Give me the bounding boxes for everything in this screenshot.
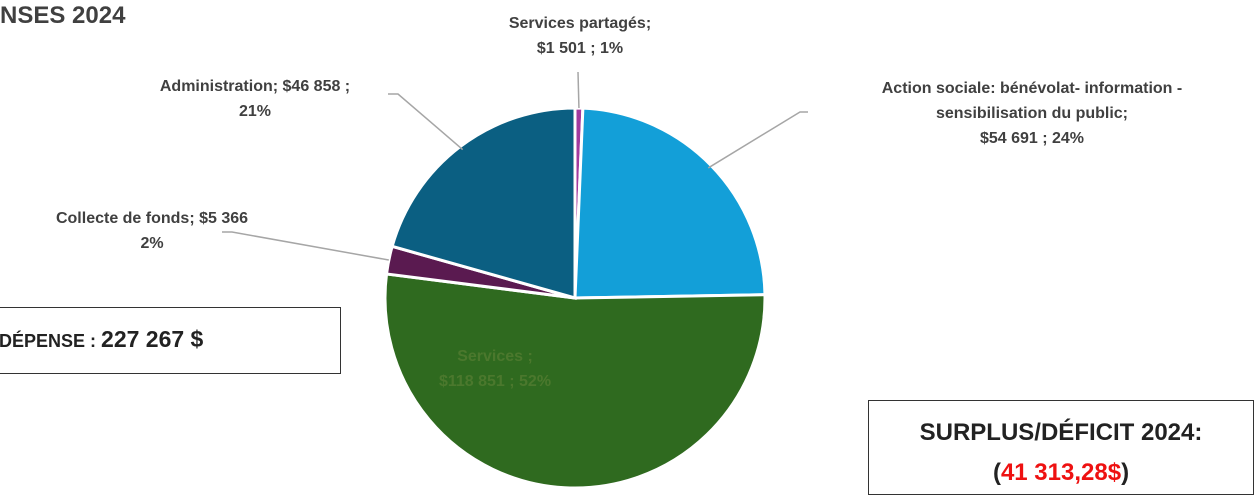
pie-slices — [383, 106, 767, 489]
leader-lines — [222, 71, 808, 261]
surplus-deficit-label: SURPLUS/DÉFICIT 2024: — [919, 419, 1203, 446]
surplus-deficit-box: SURPLUS/DÉFICIT 2024: (41 313,28$) — [868, 400, 1254, 495]
leader-action-sociale — [707, 111, 808, 169]
label-administration: Administration; $46 858 ; 21% — [159, 78, 351, 120]
total-expense-box: DÉPENSE : 227 267 $ — [0, 307, 341, 374]
leader-collecte-de-fonds — [222, 231, 389, 261]
total-expense-amount: 227 267 $ — [101, 326, 204, 352]
label-action-sociale: Action sociale: bénévolat- information -… — [881, 80, 1183, 147]
pie-slice-4 — [390, 106, 577, 300]
surplus-open-paren: ( — [992, 459, 1001, 486]
label-services-partages: Services partagés; $1 501 ; 1% — [508, 15, 652, 57]
total-expense-label: DÉPENSE : — [0, 331, 102, 351]
surplus-deficit-amount: 41 313,28$ — [1000, 459, 1122, 486]
leader-administration — [388, 93, 464, 151]
label-collecte-de-fonds: Collecte de fonds; $5 366 2% — [55, 210, 249, 252]
surplus-close-paren: ) — [1121, 459, 1130, 486]
pie-slice-1 — [573, 106, 767, 300]
chart-title: NSES 2024 — [0, 2, 126, 29]
leader-services-partages — [577, 71, 580, 109]
label-services: Services ; $118 851 ; 52% — [438, 348, 552, 390]
pie-slice-2 — [383, 272, 767, 489]
